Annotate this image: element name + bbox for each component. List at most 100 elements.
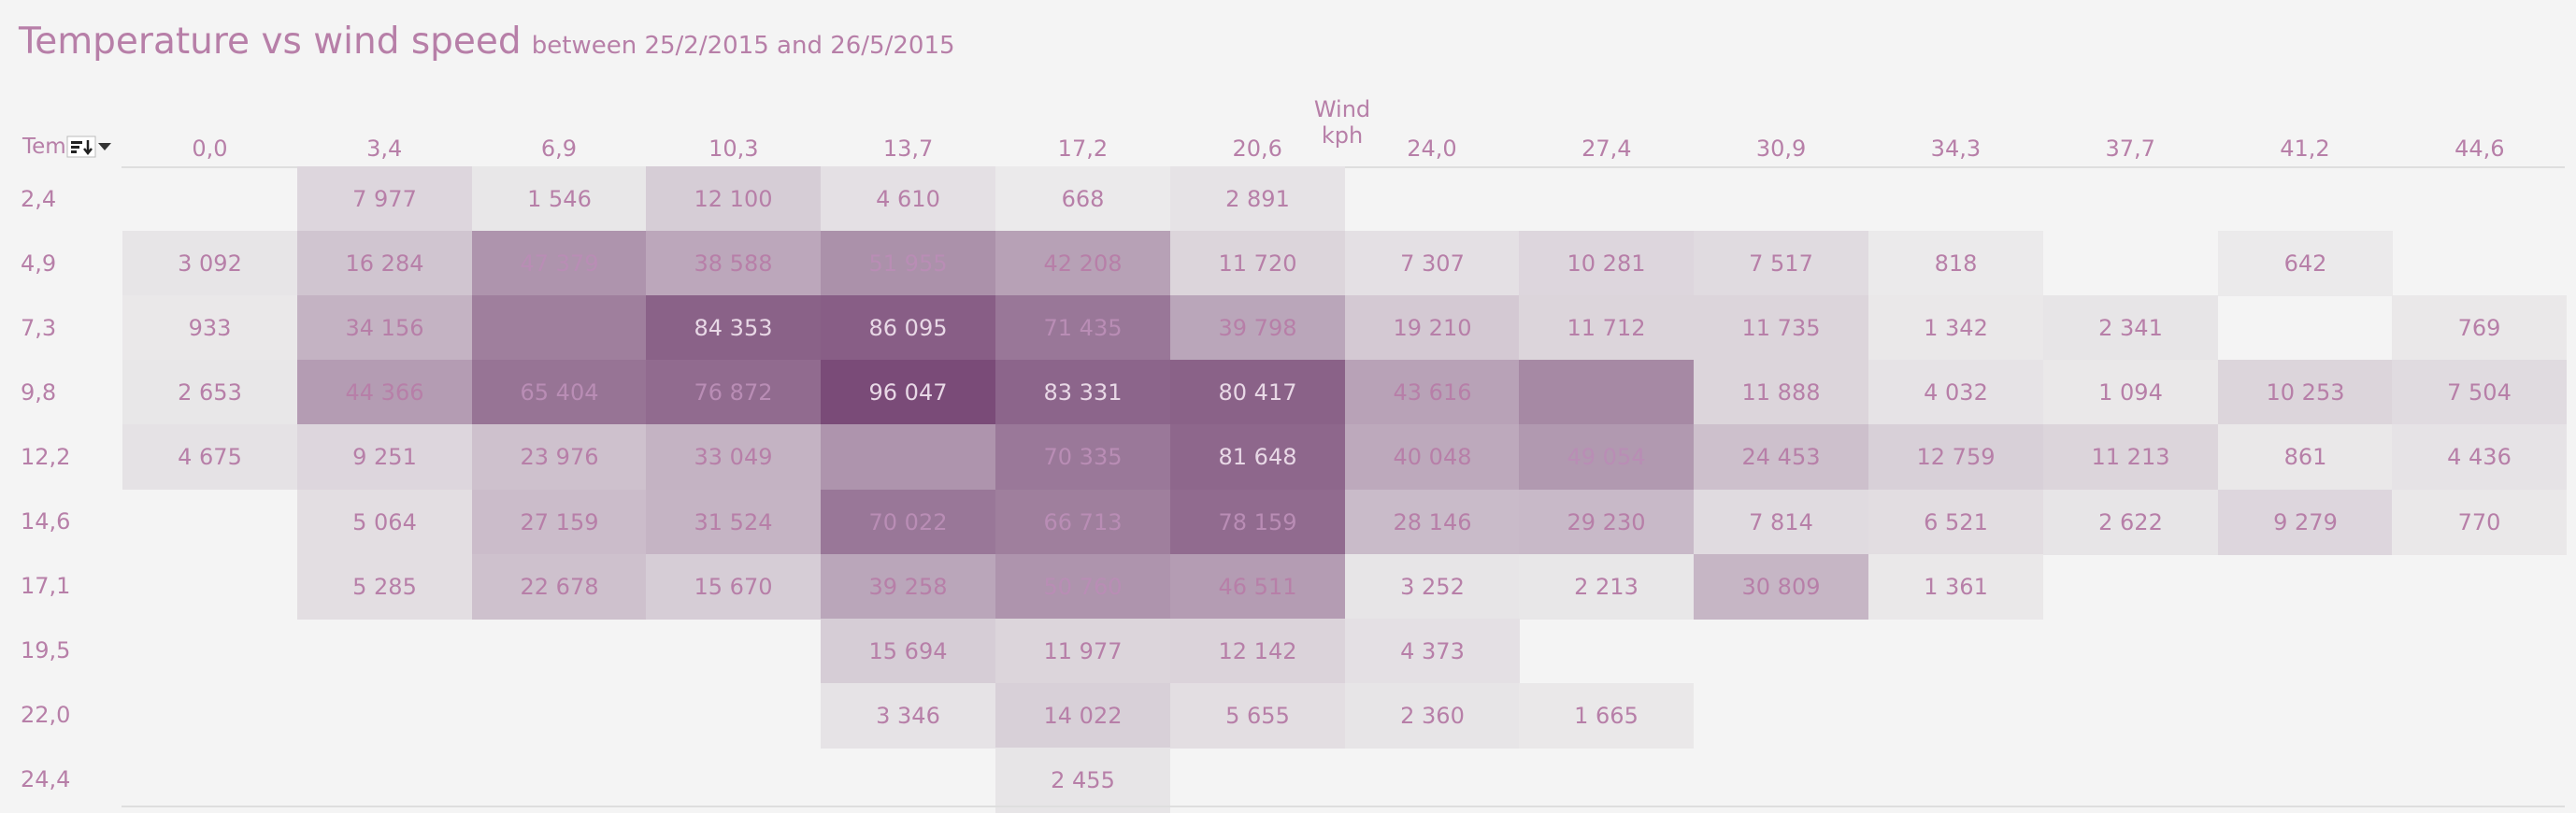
heatmap-cell[interactable]: 51 955 xyxy=(821,231,995,296)
heatmap-cell[interactable]: 2 360 xyxy=(1345,683,1520,749)
heatmap-cell[interactable]: 65 404 xyxy=(472,360,647,425)
heatmap-cell[interactable]: 33 049 xyxy=(646,424,821,490)
heatmap-cell[interactable]: 1 546 xyxy=(472,166,647,232)
heatmap-cell[interactable]: 39 798 xyxy=(1170,295,1345,361)
heatmap-cell[interactable]: 3 092 xyxy=(122,231,297,296)
heatmap-cell[interactable]: 34 156 xyxy=(297,295,472,361)
sort-icon[interactable] xyxy=(66,136,96,158)
heatmap-cell[interactable] xyxy=(821,424,995,490)
heatmap-cell[interactable]: 83 331 xyxy=(995,360,1170,425)
heatmap-cell[interactable]: 4 675 xyxy=(122,424,297,490)
heatmap-cell[interactable]: 23 976 xyxy=(472,424,647,490)
heatmap-cell[interactable]: 46 511 xyxy=(1170,554,1345,620)
heatmap-cell[interactable]: 861 xyxy=(2218,424,2393,490)
heatmap-cell[interactable]: 66 713 xyxy=(995,490,1170,555)
heatmap-cell[interactable]: 4 436 xyxy=(2392,424,2567,490)
heatmap-cell[interactable]: 2 653 xyxy=(122,360,297,425)
row-field-header[interactable]: Tem xyxy=(22,135,111,159)
heatmap-cell[interactable]: 22 678 xyxy=(472,554,647,620)
heatmap-cell[interactable]: 2 622 xyxy=(2043,490,2218,555)
heatmap-cell[interactable] xyxy=(1519,360,1694,425)
heatmap-cell[interactable]: 2 341 xyxy=(2043,295,2218,361)
heatmap-cell[interactable]: 96 047 xyxy=(821,360,995,425)
heatmap-cell[interactable]: 11 977 xyxy=(995,619,1170,684)
heatmap-cell[interactable]: 4 373 xyxy=(1345,619,1520,684)
x-axis-label: Wind kph xyxy=(1313,96,1371,149)
heatmap-cell[interactable]: 31 524 xyxy=(646,490,821,555)
heatmap-cell[interactable]: 9 279 xyxy=(2218,490,2393,555)
heatmap-cell[interactable]: 78 159 xyxy=(1170,490,1345,555)
heatmap-cell[interactable]: 2 213 xyxy=(1519,554,1694,620)
heatmap-cell[interactable]: 933 xyxy=(122,295,297,361)
heatmap-cell[interactable]: 642 xyxy=(2218,231,2393,296)
heatmap-cell[interactable]: 71 435 xyxy=(995,295,1170,361)
heatmap-cell[interactable]: 3 252 xyxy=(1345,554,1520,620)
heatmap-cell[interactable]: 30 809 xyxy=(1694,554,1868,620)
heatmap-cell[interactable]: 1 094 xyxy=(2043,360,2218,425)
heatmap-cell[interactable]: 769 xyxy=(2392,295,2567,361)
heatmap-cell[interactable]: 11 888 xyxy=(1694,360,1868,425)
heatmap-cell[interactable]: 2 891 xyxy=(1170,166,1345,232)
heatmap-cell[interactable]: 9 251 xyxy=(297,424,472,490)
heatmap-cell[interactable]: 38 588 xyxy=(646,231,821,296)
heatmap-cell[interactable]: 50 760 xyxy=(995,554,1170,620)
heatmap-cell[interactable]: 81 648 xyxy=(1170,424,1345,490)
heatmap-cell[interactable]: 39 258 xyxy=(821,554,995,620)
heatmap-cell[interactable]: 27 159 xyxy=(472,490,647,555)
heatmap-cell[interactable]: 10 281 xyxy=(1519,231,1694,296)
heatmap-cell[interactable]: 7 814 xyxy=(1694,490,1868,555)
heatmap-cell[interactable]: 70 022 xyxy=(821,490,995,555)
heatmap-cell[interactable]: 5 655 xyxy=(1170,683,1345,749)
heatmap-cell[interactable]: 10 253 xyxy=(2218,360,2393,425)
heatmap-cell[interactable]: 2 455 xyxy=(995,748,1170,813)
heatmap-cell[interactable]: 7 517 xyxy=(1694,231,1868,296)
x-tick-label: 44,6 xyxy=(2454,136,2505,162)
heatmap-cell[interactable]: 1 342 xyxy=(1868,295,2043,361)
heatmap-cell[interactable]: 6 521 xyxy=(1868,490,2043,555)
bottom-divider xyxy=(122,806,2565,807)
heatmap-cell[interactable]: 40 048 xyxy=(1345,424,1520,490)
heatmap-cell[interactable]: 11 712 xyxy=(1519,295,1694,361)
heatmap-cell[interactable]: 47 379 xyxy=(472,231,647,296)
x-tick-label: 13,7 xyxy=(882,136,934,162)
heatmap-cell[interactable]: 80 417 xyxy=(1170,360,1345,425)
heatmap-cell[interactable]: 7 977 xyxy=(297,166,472,232)
heatmap-cell[interactable]: 770 xyxy=(2392,490,2567,555)
heatmap-cell[interactable]: 5 285 xyxy=(297,554,472,620)
heatmap-cell[interactable]: 11 213 xyxy=(2043,424,2218,490)
heatmap-cell[interactable]: 84 353 xyxy=(646,295,821,361)
heatmap-cell[interactable]: 44 366 xyxy=(297,360,472,425)
heatmap-cell[interactable]: 49 054 xyxy=(1519,424,1694,490)
heatmap-cell[interactable]: 70 335 xyxy=(995,424,1170,490)
heatmap-cell[interactable]: 12 142 xyxy=(1170,619,1345,684)
heatmap-cell[interactable]: 19 210 xyxy=(1345,295,1520,361)
heatmap-cell[interactable]: 818 xyxy=(1868,231,2043,296)
heatmap-cell[interactable]: 7 504 xyxy=(2392,360,2567,425)
heatmap-cell[interactable]: 1 361 xyxy=(1868,554,2043,620)
heatmap-cell[interactable]: 7 307 xyxy=(1345,231,1520,296)
heatmap-cell[interactable]: 86 095 xyxy=(821,295,995,361)
dropdown-caret-icon[interactable] xyxy=(97,143,111,150)
heatmap-cell[interactable]: 29 230 xyxy=(1519,490,1694,555)
heatmap-cell[interactable]: 24 453 xyxy=(1694,424,1868,490)
heatmap-cell[interactable]: 76 872 xyxy=(646,360,821,425)
heatmap-cell[interactable]: 1 665 xyxy=(1519,683,1694,749)
heatmap-cell[interactable]: 11 720 xyxy=(1170,231,1345,296)
heatmap-cell[interactable]: 16 284 xyxy=(297,231,472,296)
heatmap-cell[interactable]: 12 100 xyxy=(646,166,821,232)
heatmap-cell[interactable]: 3 346 xyxy=(821,683,995,749)
heatmap-cell[interactable]: 5 064 xyxy=(297,490,472,555)
heatmap-cell[interactable]: 4 610 xyxy=(821,166,995,232)
heatmap-cell[interactable] xyxy=(472,295,647,361)
heatmap-cell[interactable]: 15 670 xyxy=(646,554,821,620)
heatmap-cell[interactable]: 12 759 xyxy=(1868,424,2043,490)
heatmap-cell[interactable]: 28 146 xyxy=(1345,490,1520,555)
heatmap-cell[interactable]: 668 xyxy=(995,166,1170,232)
heatmap-cell[interactable]: 4 032 xyxy=(1868,360,2043,425)
heatmap-cell[interactable]: 14 022 xyxy=(995,683,1170,749)
heatmap-cell[interactable]: 11 735 xyxy=(1694,295,1868,361)
heatmap-cell[interactable]: 15 694 xyxy=(821,619,995,684)
heatmap-cell[interactable]: 43 616 xyxy=(1345,360,1520,425)
heatmap-cell[interactable]: 42 208 xyxy=(995,231,1170,296)
x-tick-label: 17,2 xyxy=(1057,136,1109,162)
